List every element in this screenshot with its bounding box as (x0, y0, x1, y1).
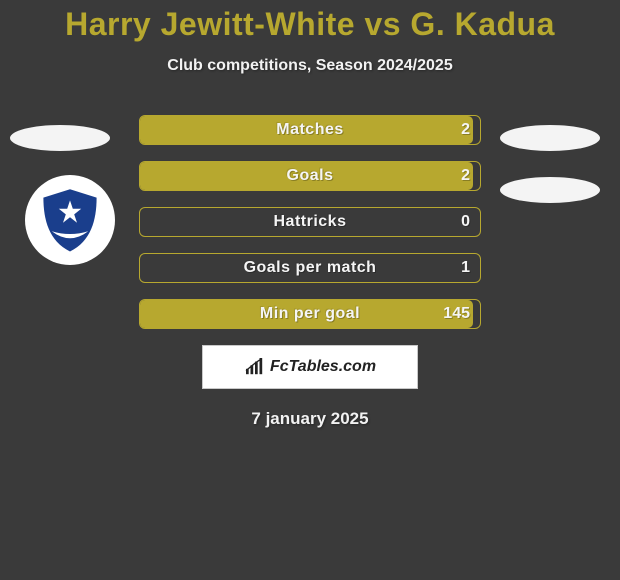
brand-box[interactable]: FcTables.com (202, 345, 418, 389)
stat-bars: Matches2Goals2Hattricks0Goals per match1… (139, 115, 481, 329)
stat-label: Goals (140, 162, 480, 190)
page-title: Harry Jewitt-White vs G. Kadua (0, 0, 620, 43)
stat-bar: Matches2 (139, 115, 481, 145)
stat-label: Matches (140, 116, 480, 144)
comparison-card: Harry Jewitt-White vs G. Kadua Club comp… (0, 0, 620, 580)
shield-icon (35, 185, 105, 255)
stat-bar: Goals2 (139, 161, 481, 191)
stat-value: 145 (443, 300, 470, 328)
player-slot-right-1 (500, 125, 600, 151)
brand-text: FcTables.com (270, 358, 376, 376)
subtitle: Club competitions, Season 2024/2025 (0, 57, 620, 75)
stat-value: 2 (461, 116, 470, 144)
stat-label: Goals per match (140, 254, 480, 282)
player-slot-right-2 (500, 177, 600, 203)
body-area: Matches2Goals2Hattricks0Goals per match1… (0, 115, 620, 429)
stat-value: 2 (461, 162, 470, 190)
stat-value: 0 (461, 208, 470, 236)
stat-label: Hattricks (140, 208, 480, 236)
date-text: 7 january 2025 (0, 409, 620, 429)
player-slot-left (10, 125, 110, 151)
stat-bar: Goals per match1 (139, 253, 481, 283)
stat-bar: Min per goal145 (139, 299, 481, 329)
bar-chart-icon (244, 358, 266, 376)
club-crest (25, 175, 115, 265)
stat-value: 1 (461, 254, 470, 282)
stat-label: Min per goal (140, 300, 480, 328)
stat-bar: Hattricks0 (139, 207, 481, 237)
